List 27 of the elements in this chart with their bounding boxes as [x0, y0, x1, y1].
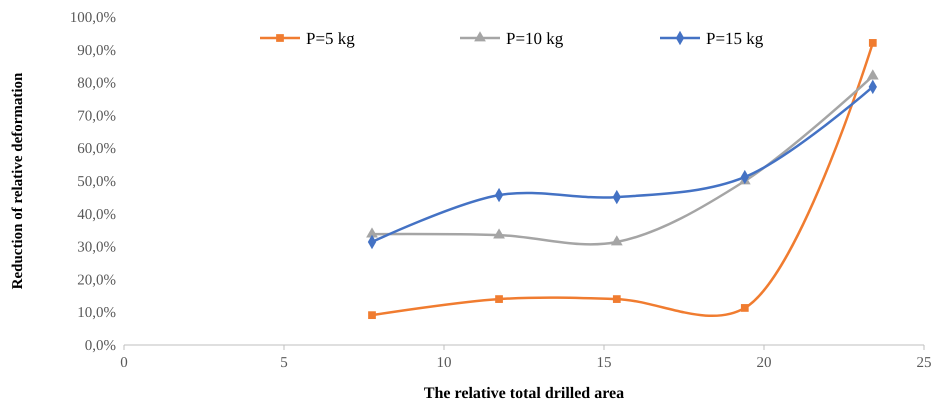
x-tick-label: 25 — [916, 355, 932, 371]
y-tick-label: 60,0% — [77, 141, 116, 158]
y-tick-label: 80,0% — [77, 76, 116, 92]
y-axis-title: Reduction of relative deformation — [10, 72, 26, 290]
x-tick-label: 10 — [436, 355, 452, 371]
y-tick-label: 20,0% — [77, 272, 116, 288]
y-tick-label: 10,0% — [77, 305, 116, 322]
point — [868, 39, 877, 47]
y-tick-label: 0,0% — [84, 338, 116, 354]
x-tick-label: 15 — [596, 355, 612, 371]
point — [495, 295, 503, 303]
x-tick-label: 20 — [756, 355, 772, 371]
legend-label: P=5 kg — [306, 29, 356, 48]
y-tick-label: 40,0% — [77, 206, 116, 223]
y-tick-label: 70,0% — [77, 108, 116, 124]
x-axis-title: The relative total drilled area — [424, 385, 624, 402]
y-tick-label: 30,0% — [77, 240, 116, 256]
y-tick-label: 90,0% — [77, 42, 116, 59]
y-tick-label: 50,0% — [77, 174, 116, 190]
point — [612, 295, 621, 303]
y-tick-label: 100,0% — [70, 10, 116, 26]
legend-label: P=10 kg — [506, 29, 564, 48]
point — [368, 311, 376, 320]
legend-label: P=15 kg — [706, 29, 764, 48]
x-tick-label: 5 — [280, 355, 288, 371]
point — [740, 304, 749, 312]
x-tick-label: 0 — [120, 355, 128, 371]
